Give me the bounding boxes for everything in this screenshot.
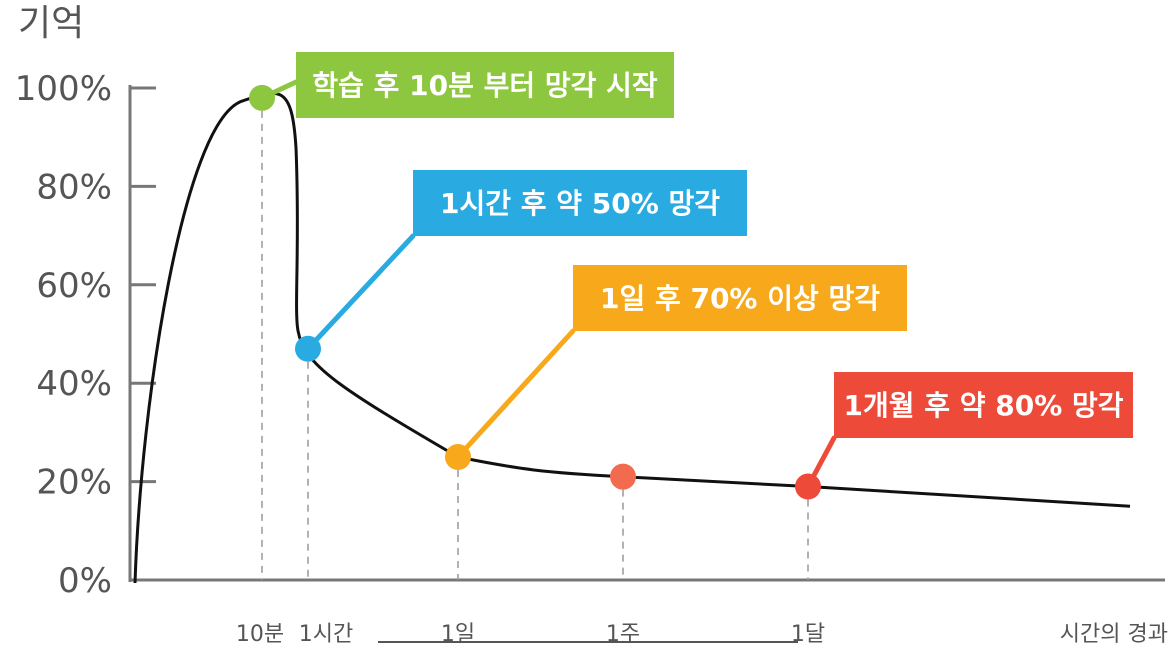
x-ticks: 10분 1시간 1일 1주 1달 bbox=[236, 622, 825, 647]
annotation-text: 1일 후 70% 이상 망각 bbox=[600, 282, 880, 315]
x-tick-label: 1시간 bbox=[299, 622, 353, 647]
data-marker bbox=[295, 335, 321, 362]
y-tick-label: 40% bbox=[36, 364, 112, 404]
annotation-box bbox=[834, 372, 1133, 438]
x-tick-label: 1일 bbox=[441, 622, 475, 647]
axes bbox=[128, 85, 1165, 643]
data-markers bbox=[249, 84, 821, 500]
y-tick-label: 80% bbox=[36, 167, 112, 207]
annotation-text: 1개월 후 약 80% 망각 bbox=[843, 389, 1123, 422]
x-tick-label: 1달 bbox=[791, 622, 825, 647]
data-marker bbox=[795, 473, 821, 500]
vertical-guides bbox=[261, 97, 809, 580]
annotation-connector bbox=[455, 328, 576, 460]
x-axis-label: 시간의 경과 bbox=[1060, 622, 1168, 647]
annotation-box bbox=[573, 265, 907, 331]
y-tick-label: 100% bbox=[15, 69, 112, 109]
annotation-text: 학습 후 10분 부터 망각 시작 bbox=[312, 69, 658, 102]
y-ticks: 0% 20% 40% 60% 80% 100% bbox=[15, 69, 156, 601]
y-tick-label: 20% bbox=[36, 463, 112, 503]
annotation-connector bbox=[305, 233, 416, 352]
data-marker bbox=[249, 84, 275, 111]
y-axis-label: 기억 bbox=[18, 3, 84, 44]
annotations: 학습 후 10분 부터 망각 시작 1시간 후 약 50% 망각 1일 후 70% … bbox=[296, 52, 1133, 438]
data-marker bbox=[445, 444, 471, 470]
y-tick-label: 0% bbox=[58, 561, 112, 601]
annotation-box bbox=[413, 170, 747, 236]
x-tick-label: 1주 bbox=[606, 622, 640, 647]
forgetting-curve-line bbox=[133, 91, 1131, 584]
y-tick-label: 60% bbox=[36, 266, 112, 306]
x-tick-label: 10분 bbox=[236, 622, 284, 647]
annotation-text: 1시간 후 약 50% 망각 bbox=[440, 187, 720, 220]
data-marker bbox=[610, 463, 636, 490]
annotation-box bbox=[296, 52, 674, 118]
